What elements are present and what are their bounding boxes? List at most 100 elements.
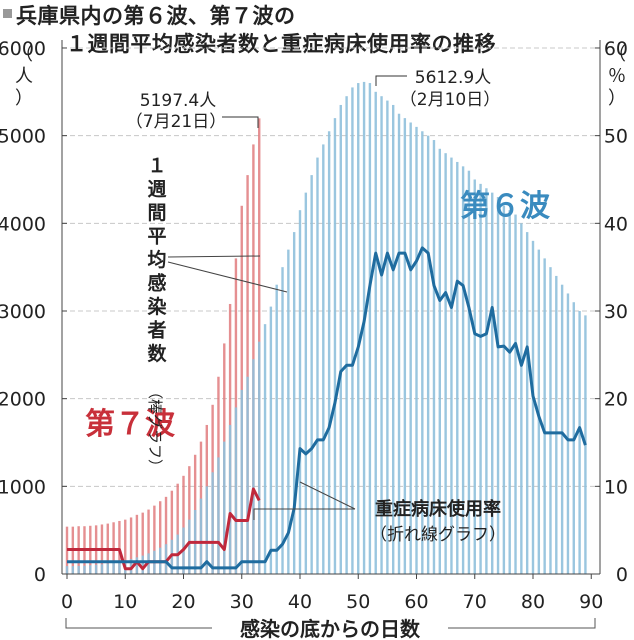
wave6-bar (83, 565, 86, 574)
wave6-bar (578, 310, 581, 574)
y-left-tick-label: 3000 (0, 301, 46, 323)
wave6-bar (543, 258, 546, 574)
wave7-peak-date-label: （7月21日） (126, 112, 226, 132)
x-tick-label: 40 (288, 591, 312, 613)
wave6-peak-value-label: 5612.9人 (415, 68, 491, 88)
wave6-bar (287, 249, 290, 574)
title-marker (3, 9, 12, 18)
wave6-bar (223, 441, 226, 574)
wave6-bar (508, 210, 511, 574)
y-right-unit-label-bracket-close: ） (608, 88, 626, 109)
wave6-bar (438, 148, 441, 574)
bar-label-char: 数 (147, 342, 167, 365)
x-tick-label: 50 (346, 591, 370, 613)
y-left-unit-label-bracket-close: ） (15, 88, 33, 109)
x-tick-label: 70 (463, 591, 487, 613)
bar-label-char: 染 (147, 295, 166, 318)
bar-label-char: 平 (147, 226, 166, 248)
wave6-bar (94, 564, 98, 574)
wave6-bar (560, 284, 564, 574)
x-tick-label: 30 (230, 591, 254, 613)
wave6-bar (211, 472, 214, 574)
y-left-tick-label: 2000 (0, 389, 46, 411)
wave6-bar (164, 544, 168, 574)
wave6-bar (263, 324, 267, 574)
wave6-bar (234, 407, 238, 574)
y-left-tick-label: 0 (34, 564, 46, 586)
y-right-tick-label: 30 (604, 301, 628, 323)
y-right-tick-label: 50 (604, 126, 628, 148)
wave6-bar (421, 131, 424, 575)
line-label-sub: （折れ線グラフ） (370, 525, 506, 545)
line-label-title: 重症病床使用率 (375, 498, 501, 520)
wave6-bar (228, 424, 232, 574)
y-right-tick-label: 10 (604, 476, 628, 498)
wave6-bar (322, 144, 325, 575)
y-left-tick-label: 6000 (0, 38, 46, 60)
y-left-tick-label: 5000 (0, 126, 46, 148)
wave6-bar (258, 341, 261, 574)
x-axis-label: 感染の底からの日数 (240, 617, 421, 640)
wave7-bar (164, 496, 168, 574)
wave6-bar (327, 131, 331, 575)
wave6-bar (106, 563, 109, 574)
wave7-peak-leader (222, 116, 259, 128)
wave6-bar (496, 197, 500, 575)
wave6-bar (65, 566, 69, 574)
chart-title: 兵庫県内の第６波、第７波の (16, 4, 296, 28)
wave6-severe-bed-line (67, 246, 587, 570)
wave7-bar (176, 483, 179, 574)
wave6-bar (409, 122, 412, 574)
wave6-bar (118, 561, 121, 574)
wave6-bar (217, 457, 220, 574)
bar-label-char: 者 (147, 320, 166, 342)
x-axis-label-bg (212, 616, 448, 640)
wave6-bar (450, 157, 453, 574)
wave6-bar (403, 118, 407, 574)
wave6-bar (205, 486, 208, 574)
y-right-unit-label-bracket-open: （ (608, 44, 626, 65)
wave7-bar (147, 509, 150, 574)
wave7-bar (182, 475, 185, 574)
wave7-bar (170, 490, 174, 574)
y-left-tick-label: 1000 (0, 476, 46, 498)
wave6-bar (292, 232, 296, 574)
wave6-bar (304, 192, 308, 574)
bar-label-leader-2 (167, 261, 288, 293)
wave6-bar (415, 126, 418, 575)
x-tick-label: 0 (61, 591, 73, 613)
wave6-bar (188, 519, 191, 574)
wave6-bar (240, 389, 243, 574)
wave6-bar (333, 118, 337, 574)
wave6-bar (555, 275, 558, 574)
wave6-bar (89, 565, 92, 574)
wave6-bar (485, 188, 488, 574)
wave6-bar (112, 562, 115, 574)
wave6-bar (77, 565, 80, 574)
wave6-bar (502, 205, 506, 574)
bar-label-char: 均 (147, 248, 166, 271)
wave6-bar (479, 183, 482, 574)
wave6-bar (461, 166, 465, 574)
wave6-bar (345, 96, 348, 575)
wave7-bar (246, 175, 249, 574)
wave6-bar (467, 170, 471, 574)
y-right-tick-label: 60 (604, 38, 628, 60)
wave6-bar (426, 135, 430, 574)
wave7-bar (153, 505, 156, 574)
y-right-unit-label: ％ (608, 66, 626, 87)
bar-label-char: １ (147, 155, 166, 177)
wave6-bar (100, 564, 104, 574)
wave7-peak-value-label: 5197.4人 (140, 91, 216, 111)
wave6-bar (281, 267, 284, 574)
y-right-tick-label: 20 (604, 389, 628, 411)
wave6-bar (374, 91, 377, 574)
wave6-bar (432, 140, 436, 574)
wave6-bar (298, 210, 302, 574)
bar-label-char: 間 (147, 202, 166, 224)
wave6-peak-date-label: （2月10日） (400, 90, 500, 110)
wave6-bar (316, 157, 319, 574)
x-tick-label: 80 (521, 591, 545, 613)
wave6-bar (473, 179, 476, 575)
